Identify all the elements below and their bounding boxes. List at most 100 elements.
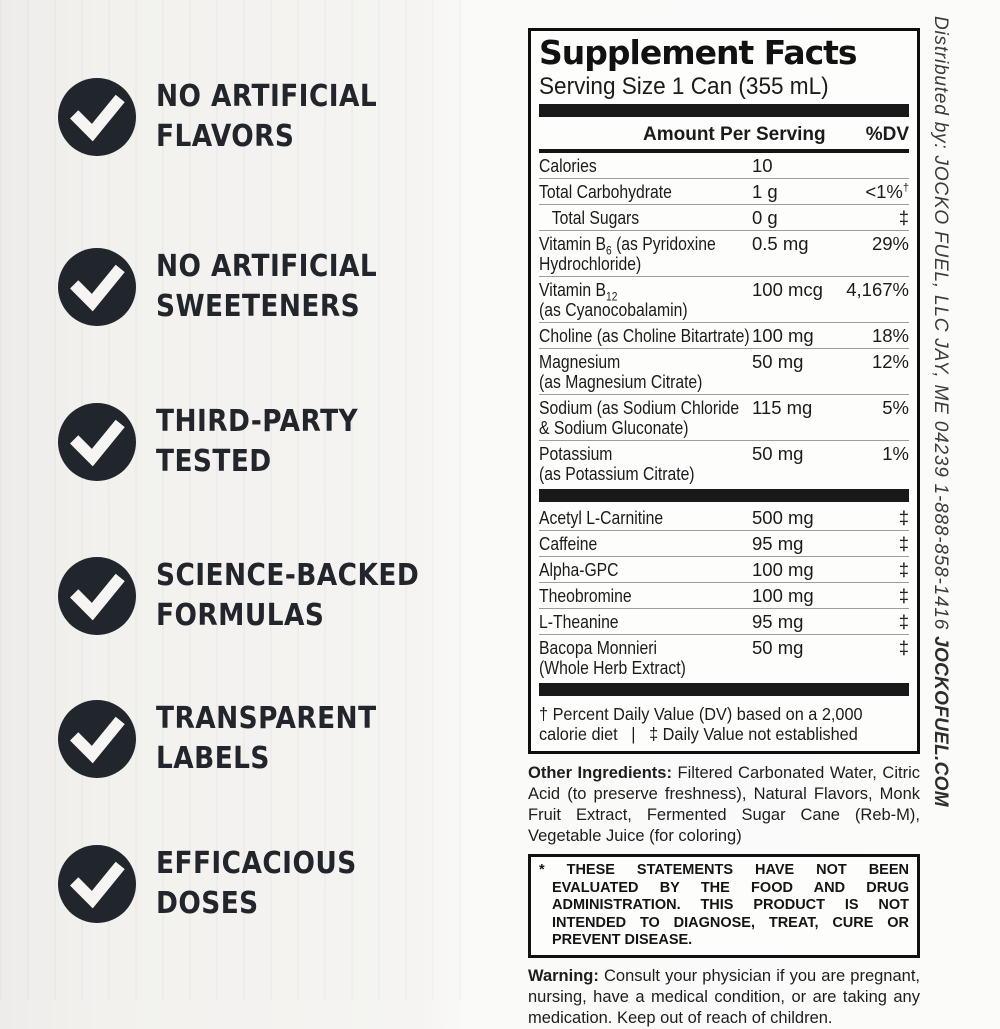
table-row: Total Carbohydrate 1 g <1%† (539, 178, 909, 204)
nutrient-dv: 1% (882, 443, 909, 464)
check-icon (58, 78, 136, 156)
feature-item: SCIENCE-BACKED FORMULAS (58, 556, 455, 636)
warning-paragraph: Warning: Consult your physician if you a… (528, 966, 920, 1029)
nutrient-name-line2: & Sodium Gluconate) (539, 417, 689, 438)
nutrient-name: Caffeine (539, 533, 598, 554)
table-header: Amount Per Serving %DV (539, 120, 909, 153)
table-row: Caffeine 95 mg ‡ (539, 530, 909, 556)
dv-footnote: † Percent Daily Value (DV) based on a 2,… (539, 699, 883, 745)
divider-bar (539, 489, 909, 502)
feature-item: EFFICACIOUS DOSES (58, 844, 384, 924)
warning-label: Warning: (528, 966, 599, 985)
check-icon (58, 845, 136, 923)
nutrient-amount: 115 mg (752, 397, 813, 418)
column-dv-header: %DV (865, 124, 909, 145)
table-row: Vitamin B12 (as Cyanocobalamin) 100 mcg … (539, 276, 909, 322)
nutrient-name-line2: (Whole Herb Extract) (539, 657, 686, 678)
nutrient-dv: <1%† (865, 181, 909, 202)
nutrient-amount: 100 mg (752, 585, 814, 606)
nutrient-dv: ‡ (898, 611, 909, 632)
nutrient-amount: 50 mg (752, 637, 804, 658)
nutrient-amount: 1 g (752, 181, 778, 202)
feature-list: NO ARTIFICIAL FLAVORS NO ARTIFICIAL SWEE… (58, 77, 455, 924)
nutrient-amount: 100 mg (752, 559, 814, 580)
table-row: L-Theanine 95 mg ‡ (539, 608, 909, 634)
table-row: Calories 10 (539, 153, 909, 178)
nutrient-amount: 0 g (752, 207, 778, 228)
serving-size: Serving Size 1 Can (355 mL) (539, 73, 829, 100)
nutrient-amount: 50 mg (752, 443, 804, 464)
column-amount-header: Amount Per Serving (643, 124, 826, 145)
label-right-column: Supplement Facts Serving Size 1 Can (355… (528, 28, 920, 1029)
distributor-vertical-text: Distributed by: JOCKO FUEL, LLC JAY, ME … (928, 16, 952, 807)
nutrient-name: Vitamin B12 (as Cyanocobalamin) (539, 280, 720, 320)
table-row: Total Sugars 0 g ‡ (539, 204, 909, 230)
check-icon (58, 248, 136, 326)
nutrient-amount: 0.5 mg (752, 233, 809, 254)
other-ingredients-text: Filtered Carbonated Water, Citric Acid (… (528, 764, 920, 845)
nutrient-dv: ‡ (898, 507, 909, 528)
feature-label: NO ARTIFICIAL FLAVORS (156, 79, 378, 154)
nutrient-name: Bacopa Monnieri (Whole Herb Extract) (539, 638, 720, 678)
check-icon (58, 403, 136, 481)
nutrient-name-line2: (as Potassium Citrate) (539, 463, 695, 484)
table-row: Acetyl L-Carnitine 500 mg ‡ (539, 505, 909, 530)
nutrient-amount: 100 mg (752, 325, 814, 346)
table-row: Choline (as Choline Bitartrate) 100 mg 1… (539, 322, 909, 348)
fda-disclaimer-box: * THESE STATEMENTS HAVE NOT BEEN EVALUAT… (528, 854, 920, 958)
nutrient-dv: 5% (882, 397, 909, 418)
feature-item: TRANSPARENT LABELS (58, 699, 407, 779)
nutrient-dv: 12% (871, 351, 909, 372)
other-ingredients-label: Other Ingredients: (528, 764, 672, 782)
divider-bar (539, 104, 909, 117)
nutrient-amount: 100 mcg (752, 279, 823, 300)
nutrient-name: Total Sugars (551, 207, 640, 228)
table-row: Potassium (as Potassium Citrate) 50 mg 1… (539, 440, 909, 486)
table-row: Alpha-GPC 100 mg ‡ (539, 556, 909, 582)
nutrient-dv: ‡ (898, 207, 909, 228)
nutrient-name: Calories (539, 155, 597, 176)
nutrient-name: Total Carbohydrate (539, 181, 672, 202)
other-ingredients: Other Ingredients: Filtered Carbonated W… (528, 763, 920, 847)
actives-table: Acetyl L-Carnitine 500 mg ‡ Caffeine 95 … (539, 505, 909, 680)
distributor-address: Distributed by: JOCKO FUEL, LLC JAY, ME … (930, 16, 951, 637)
nutrient-dv: ‡ (898, 559, 909, 580)
feature-item: THIRD-PARTY TESTED (58, 402, 386, 482)
table-row: Sodium (as Sodium Chloride & Sodium Gluc… (539, 394, 909, 440)
nutrient-name-line2: Hydrochloride) (539, 253, 642, 274)
table-row: Vitamin B6 (as Pyridoxine Hydrochloride)… (539, 230, 909, 276)
nutrient-amount: 95 mg (752, 611, 804, 632)
nutrient-dv: 18% (871, 325, 909, 346)
nutrient-name: Acetyl L-Carnitine (539, 507, 664, 528)
nutrient-name: Potassium (as Potassium Citrate) (539, 444, 720, 484)
feature-label: NO ARTIFICIAL SWEETENERS (156, 249, 378, 324)
nutrient-name: Theobromine (539, 585, 632, 606)
nutrient-name: Sodium (as Sodium Chloride & Sodium Gluc… (539, 397, 740, 438)
nutrient-name: Vitamin B6 (as Pyridoxine Hydrochloride) (539, 234, 720, 274)
table-row: Theobromine 100 mg ‡ (539, 582, 909, 608)
nutrient-name-line2: (as Cyanocobalamin) (539, 299, 688, 320)
feature-label: EFFICACIOUS DOSES (156, 846, 357, 921)
supplement-facts-panel: Supplement Facts Serving Size 1 Can (355… (528, 28, 920, 754)
nutrient-name-line2: (as Magnesium Citrate) (539, 371, 703, 392)
nutrient-dv: 29% (871, 233, 909, 254)
divider-bar (539, 683, 909, 696)
nutrient-name: Magnesium (as Magnesium Citrate) (539, 352, 720, 392)
check-icon (58, 700, 136, 778)
panel-title: Supplement Facts (539, 33, 858, 72)
nutrient-name: Alpha-GPC (539, 559, 619, 580)
nutrient-name: Choline (as Choline Bitartrate) (539, 325, 750, 346)
feature-label: SCIENCE-BACKED FORMULAS (156, 558, 420, 633)
feature-item: NO ARTIFICIAL SWEETENERS (58, 247, 407, 327)
nutrient-amount: 500 mg (752, 507, 814, 528)
feature-label: THIRD-PARTY TESTED (156, 404, 359, 479)
nutrient-amount: 10 (752, 155, 773, 176)
nutrient-dv: ‡ (898, 533, 909, 554)
nutrient-dv: 4,167% (846, 279, 909, 300)
feature-item: NO ARTIFICIAL FLAVORS (58, 77, 407, 157)
nutrient-dv: ‡ (898, 585, 909, 606)
fda-disclaimer-text: * THESE STATEMENTS HAVE NOT BEEN EVALUAT… (539, 862, 909, 948)
dv-footnote-line2: calorie diet | ‡ Daily Value not establi… (539, 724, 858, 744)
nutrient-dv: ‡ (898, 637, 909, 658)
distributor-website: JOCKOFUEL.COM (930, 636, 951, 807)
